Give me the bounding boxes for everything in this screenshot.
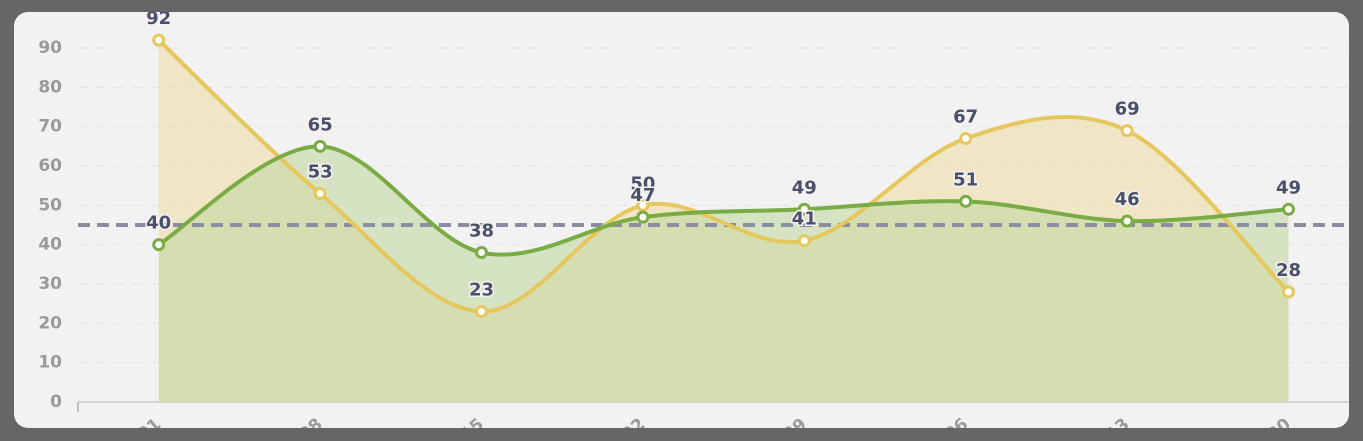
data-label: 49 <box>792 177 817 198</box>
point <box>1282 202 1295 216</box>
y-tick-label: 80 <box>38 77 62 97</box>
data-label: 23 <box>469 280 494 301</box>
point <box>959 194 973 208</box>
point <box>797 234 811 248</box>
data-label: 40 <box>146 213 171 234</box>
point <box>152 238 166 252</box>
point <box>959 131 973 145</box>
point <box>636 210 650 224</box>
point <box>636 198 650 212</box>
data-label: 67 <box>953 106 978 127</box>
data-label: 53 <box>308 162 333 183</box>
point <box>152 33 166 47</box>
point <box>1120 124 1134 138</box>
data-label: 51 <box>953 169 978 190</box>
plot: 0 10 20 30 40 50 60 70 80 90 92 53 23 50 41 67 69 28 40 65 3… <box>38 8 1349 428</box>
data-label: 28 <box>1276 260 1301 281</box>
y-tick-label: 30 <box>38 274 62 294</box>
y-tick-label: 50 <box>38 195 62 215</box>
point <box>475 246 488 260</box>
data-label: 41 <box>792 209 817 230</box>
y-tick-label: 40 <box>38 235 62 255</box>
data-label: 92 <box>146 8 171 29</box>
data-label: 49 <box>1276 177 1301 198</box>
data-label: 69 <box>1115 99 1140 120</box>
y-tick-label: 60 <box>38 156 62 176</box>
data-label: 50 <box>630 173 655 194</box>
point <box>797 202 811 216</box>
data-label: 65 <box>308 114 333 135</box>
y-tick-label: 0 <box>50 392 62 412</box>
data-label: 46 <box>1115 189 1140 210</box>
y-tick-label: 70 <box>38 117 62 137</box>
y-tick-label: 20 <box>38 313 62 333</box>
data-label: 38 <box>469 221 494 242</box>
series-line <box>157 38 1290 314</box>
series-area <box>158 146 1289 402</box>
point <box>1282 285 1295 299</box>
data-label: 47 <box>630 185 655 206</box>
y-tick-label: 90 <box>38 38 62 58</box>
point <box>1120 214 1134 228</box>
y-tick-label: 10 <box>38 353 62 373</box>
point <box>313 139 327 153</box>
point <box>313 187 327 201</box>
point <box>475 305 488 319</box>
